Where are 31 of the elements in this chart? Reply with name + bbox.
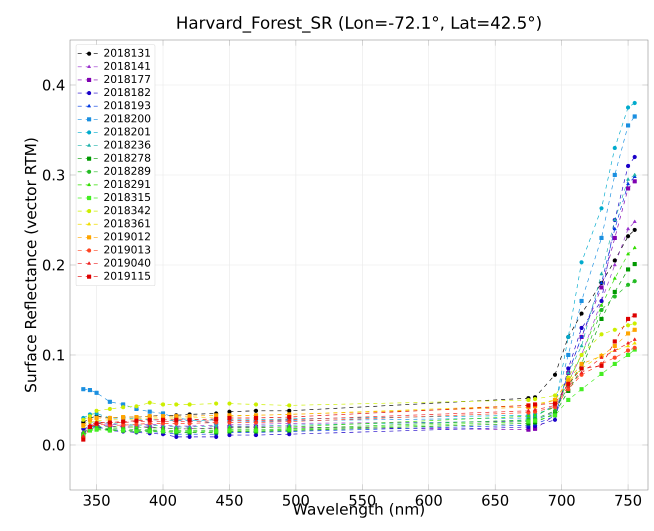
legend-label: 2019040 <box>104 258 150 267</box>
legend-label: 2018291 <box>104 180 150 188</box>
y-axis-title: Surface Reflectance (vector RTM) <box>24 138 38 392</box>
legend-label: 2018141 <box>104 62 150 70</box>
legend-label: 2018201 <box>104 127 150 136</box>
legend-label: 2018342 <box>104 206 150 214</box>
x-tick-label: 750 <box>615 494 642 506</box>
x-tick-label: 400 <box>150 494 176 506</box>
legend-label: 2018177 <box>104 74 150 84</box>
legend-label: 2018278 <box>104 154 150 162</box>
legend-label: 2018131 <box>104 48 150 57</box>
legend-label: 2018236 <box>104 140 150 149</box>
y-tick-label: 0.1 <box>42 349 64 361</box>
legend-label: 2018182 <box>104 88 150 96</box>
x-tick-label: 450 <box>216 494 242 506</box>
legend-label: 2018361 <box>104 219 150 228</box>
x-tick-label: 700 <box>548 494 575 506</box>
y-tick-label: 0.3 <box>42 169 64 181</box>
legend-label: 2019013 <box>104 246 150 254</box>
y-tick-label: 0.4 <box>42 79 64 91</box>
y-tick-label: 0.2 <box>42 259 64 271</box>
y-tick-label: 0.0 <box>42 439 64 451</box>
chart-title: Harvard_Forest_SR (Lon=-72.1°, Lat=42.5°) <box>177 16 541 33</box>
x-tick-label: 350 <box>84 494 110 506</box>
legend-label: 2018315 <box>104 193 150 202</box>
legend-label: 2019115 <box>104 272 150 280</box>
legend-label: 2019012 <box>104 232 150 240</box>
legend-label: 2018193 <box>104 101 150 110</box>
legend-label: 2018289 <box>104 166 150 175</box>
x-tick-label: 650 <box>482 494 508 506</box>
legend-label: 2018200 <box>104 114 150 122</box>
